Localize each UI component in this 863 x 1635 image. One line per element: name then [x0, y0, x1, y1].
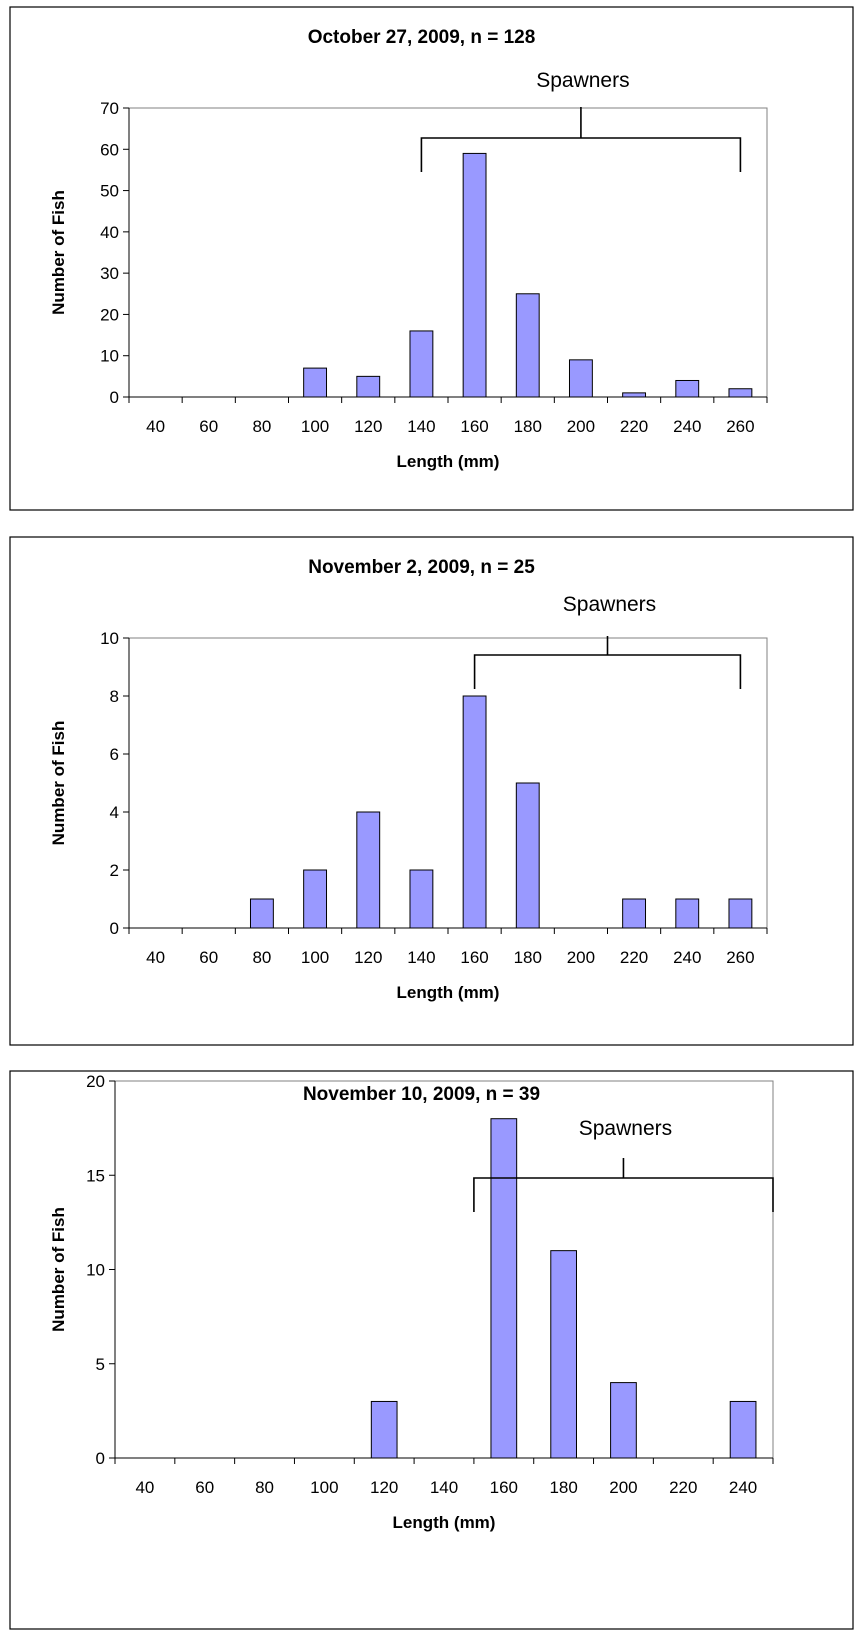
x-tick-label: 180	[514, 948, 542, 967]
bar-200	[568, 359, 593, 398]
x-tick-label: 120	[354, 417, 382, 436]
x-tick-label: 220	[620, 417, 648, 436]
y-axis-title: Number of Fish	[49, 721, 68, 846]
x-tick-label: 260	[726, 948, 754, 967]
spawners-label: Spawners	[536, 69, 629, 92]
x-axis-title: Length (mm)	[397, 452, 500, 471]
x-tick-label: 40	[135, 1478, 154, 1497]
bar-180	[550, 1250, 577, 1459]
y-tick-label: 4	[110, 803, 119, 822]
x-tick-label: 200	[567, 417, 595, 436]
bar-160	[490, 1118, 518, 1459]
bar-220	[622, 392, 647, 398]
bar-260	[728, 388, 753, 398]
x-tick-label: 120	[354, 948, 382, 967]
bar-120	[356, 375, 381, 398]
y-tick-label: 8	[110, 687, 119, 706]
chart-panel-november-2: 0 2 4 6 8 10 40 60 80 100 120 140 160 180 200 220 240 260…	[0, 533, 863, 1052]
bar-100	[303, 367, 328, 398]
bar-120	[370, 1400, 398, 1459]
x-tick-label: 240	[729, 1478, 757, 1497]
x-tick-label: 160	[460, 417, 488, 436]
x-tick-label: 160	[460, 948, 488, 967]
bar-180	[515, 782, 540, 929]
y-axis-title: Number of Fish	[49, 190, 68, 315]
y-tick-label: 6	[110, 745, 119, 764]
y-tick-label: 5	[96, 1355, 105, 1374]
bar-80	[249, 898, 274, 929]
y-tick-label: 20	[100, 305, 119, 324]
y-tick-label: 0	[110, 388, 119, 407]
y-tick-label: 10	[100, 347, 119, 366]
chart-title: October 27, 2009, n = 128	[308, 27, 536, 48]
x-tick-label: 80	[255, 1478, 274, 1497]
x-tick-label: 220	[620, 948, 648, 967]
y-tick-label: 50	[100, 182, 119, 201]
x-tick-label: 60	[195, 1478, 214, 1497]
y-tick-label: 30	[100, 264, 119, 283]
bar-200	[610, 1382, 637, 1459]
spawners-label: Spawners	[563, 593, 656, 616]
x-tick-label: 140	[430, 1478, 458, 1497]
x-tick-label: 140	[407, 417, 435, 436]
y-tick-label: 0	[96, 1449, 105, 1468]
x-tick-label: 140	[407, 948, 435, 967]
y-tick-label: 70	[100, 99, 119, 118]
x-tick-label: 80	[252, 948, 271, 967]
bar-240	[675, 898, 700, 929]
x-tick-label: 40	[146, 948, 165, 967]
chart-panel-november-10: 0 5 10 15 20 40 60 80 100 120 140 160 180 200 220 240 No…	[0, 1067, 863, 1635]
x-tick-label: 220	[669, 1478, 697, 1497]
bar-140	[409, 330, 434, 398]
x-tick-label: 260	[726, 417, 754, 436]
x-axis-title: Length (mm)	[393, 1513, 496, 1532]
x-tick-label: 100	[310, 1478, 338, 1497]
bar-180	[515, 293, 540, 398]
x-tick-label: 100	[301, 417, 329, 436]
bar-220	[622, 898, 647, 929]
y-tick-label: 15	[86, 1166, 105, 1185]
x-tick-label: 100	[301, 948, 329, 967]
x-tick-label: 60	[199, 948, 218, 967]
x-tick-label: 40	[146, 417, 165, 436]
chart-frame	[9, 1070, 854, 1630]
chart-svg-november-2: 0 2 4 6 8 10 40 60 80 100 120 140 160 180 200 220 240 260…	[9, 536, 854, 1046]
x-tick-label: 200	[567, 948, 595, 967]
y-tick-label: 0	[110, 919, 119, 938]
y-tick-label: 40	[100, 223, 119, 242]
chart-svg-november-10: 0 5 10 15 20 40 60 80 100 120 140 160 180 200 220 240 No…	[9, 1070, 854, 1630]
y-tick-label: 2	[110, 861, 119, 880]
spawners-label: Spawners	[579, 1117, 672, 1140]
bar-240	[675, 379, 700, 398]
bar-140	[409, 869, 434, 929]
y-tick-label: 10	[100, 629, 119, 648]
x-tick-label: 80	[252, 417, 271, 436]
x-tick-label: 60	[199, 417, 218, 436]
bar-160	[462, 152, 487, 398]
chart-title: November 2, 2009, n = 25	[308, 557, 535, 578]
x-tick-label: 180	[514, 417, 542, 436]
bar-100	[303, 869, 328, 929]
bar-160	[462, 695, 487, 929]
chart-frame	[9, 6, 854, 511]
x-tick-label: 200	[609, 1478, 637, 1497]
bar-260	[728, 898, 753, 929]
chart-svg-october-27: 0 10 20 30 40 50 60 70 40 60 80 100 120 140 160 180 200 2…	[9, 6, 854, 511]
x-tick-label: 160	[490, 1478, 518, 1497]
bar-240	[729, 1400, 757, 1459]
chart-frame	[9, 536, 854, 1046]
y-tick-label: 10	[86, 1261, 105, 1280]
y-tick-label: 20	[86, 1072, 105, 1091]
chart-panel-october-27: 0 10 20 30 40 50 60 70 40 60 80 100 120 140 160 180 200 2…	[0, 0, 863, 518]
x-tick-label: 240	[673, 948, 701, 967]
x-tick-label: 240	[673, 417, 701, 436]
x-tick-label: 120	[370, 1478, 398, 1497]
x-tick-label: 180	[549, 1478, 577, 1497]
x-axis-title: Length (mm)	[397, 983, 500, 1002]
y-axis-title: Number of Fish	[49, 1207, 68, 1332]
chart-title: November 10, 2009, n = 39	[303, 1084, 540, 1105]
y-tick-label: 60	[100, 140, 119, 159]
bar-120	[356, 811, 381, 929]
